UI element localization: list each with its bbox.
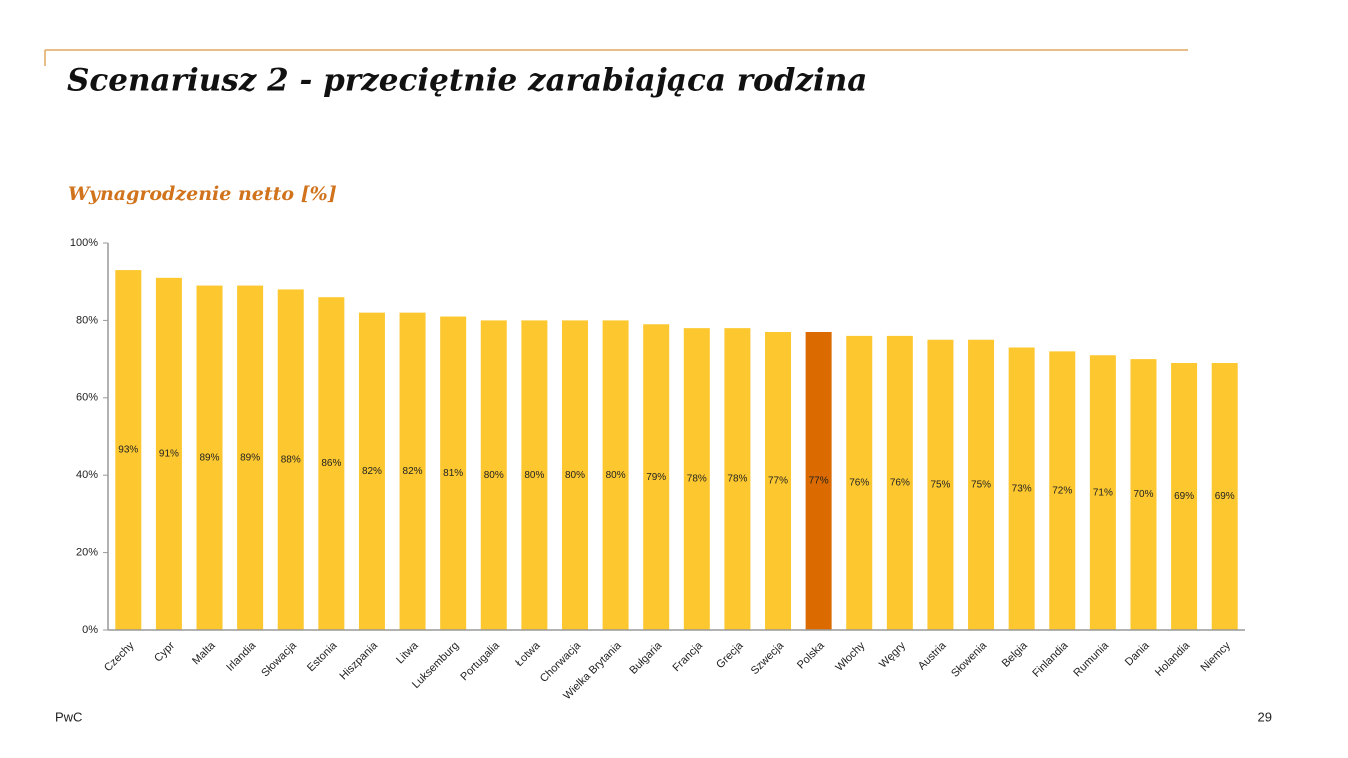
- x-tick-label: Dania: [1123, 639, 1152, 668]
- bar: [643, 324, 670, 630]
- data-label: 91%: [159, 449, 179, 460]
- x-tick-label: Belgia: [1000, 639, 1031, 670]
- bar: [561, 320, 588, 630]
- y-tick-label: 60%: [76, 392, 98, 404]
- x-tick-label: Estonia: [305, 639, 340, 674]
- data-label: 80%: [484, 470, 504, 481]
- data-label: 69%: [1215, 491, 1235, 502]
- bar: [155, 277, 182, 630]
- bar: [805, 332, 832, 630]
- data-label: 82%: [362, 466, 382, 477]
- bar: [358, 312, 385, 630]
- x-tick-label: Austria: [916, 639, 949, 672]
- data-label: 70%: [1133, 489, 1153, 500]
- x-tick-label: Włochy: [833, 639, 867, 673]
- x-tick-label: Słowacja: [259, 639, 299, 679]
- bar: [196, 285, 223, 630]
- x-tick-label: Grecja: [714, 639, 746, 671]
- data-label: 72%: [1052, 485, 1072, 496]
- x-tick-label: Łotwa: [513, 639, 543, 669]
- bar: [115, 270, 142, 630]
- data-label: 81%: [443, 468, 463, 479]
- bar: [683, 328, 710, 630]
- data-label: 89%: [200, 452, 220, 463]
- data-label: 71%: [1093, 487, 1113, 498]
- x-tick-label: Finlandia: [1030, 639, 1071, 680]
- data-label: 88%: [281, 454, 301, 465]
- x-tick-label: Malta: [190, 639, 218, 667]
- y-tick-label: 80%: [76, 314, 98, 326]
- bar: [277, 289, 304, 630]
- data-label: 73%: [1012, 483, 1032, 494]
- y-tick-label: 40%: [76, 469, 98, 481]
- bar: [765, 332, 792, 630]
- x-tick-label: Niemcy: [1198, 639, 1233, 674]
- x-tick-label: Słowenia: [949, 639, 990, 680]
- data-label: 77%: [768, 476, 788, 487]
- y-tick-label: 20%: [76, 547, 98, 559]
- data-label: 75%: [971, 480, 991, 491]
- bar: [1130, 359, 1157, 630]
- data-label: 80%: [565, 470, 585, 481]
- data-label: 75%: [930, 480, 950, 491]
- bar: [724, 328, 751, 630]
- page-number: 29: [1258, 709, 1272, 724]
- bar: [440, 316, 467, 630]
- bar: [602, 320, 629, 630]
- data-label: 89%: [240, 452, 260, 463]
- y-tick-label: 100%: [70, 237, 98, 249]
- bar: [968, 339, 995, 630]
- data-label: 76%: [890, 478, 910, 489]
- chart-title: Wynagrodzenie netto [%]: [68, 183, 337, 205]
- bar: [399, 312, 426, 630]
- x-tick-label: Hiszpania: [337, 639, 380, 682]
- bar: [1171, 362, 1198, 630]
- data-label: 79%: [646, 472, 666, 483]
- x-tick-label: Szwecja: [749, 639, 787, 677]
- data-label: 78%: [727, 474, 747, 485]
- bar: [237, 285, 264, 630]
- data-label: 86%: [321, 458, 341, 469]
- x-tick-label: Irlandia: [224, 639, 259, 674]
- slide-title: Scenariusz 2 - przeciętnie zarabiająca r…: [67, 63, 867, 99]
- data-label: 78%: [687, 474, 707, 485]
- data-label: 93%: [118, 445, 138, 456]
- x-tick-label: Węgry: [877, 639, 908, 670]
- data-label: 69%: [1174, 491, 1194, 502]
- x-tick-label: Portugalia: [458, 639, 502, 683]
- y-tick-label: 0%: [82, 624, 98, 636]
- data-label: 80%: [524, 470, 544, 481]
- bar: [846, 335, 873, 630]
- data-label: 82%: [403, 466, 423, 477]
- x-tick-label: Cypr: [152, 639, 177, 664]
- bar: [1049, 351, 1076, 630]
- x-tick-label: Holandia: [1153, 639, 1193, 679]
- x-tick-label: Polska: [795, 639, 827, 671]
- footer: PwC: [55, 709, 82, 724]
- bar: [1211, 362, 1238, 630]
- x-tick-label: Francja: [671, 639, 706, 674]
- data-label: 77%: [809, 476, 829, 487]
- bar: [480, 320, 507, 630]
- data-label: 80%: [606, 470, 626, 481]
- x-tick-label: Czechy: [102, 639, 137, 674]
- bar: [521, 320, 548, 630]
- bar: [1008, 347, 1035, 630]
- bar: [318, 297, 345, 630]
- x-tick-label: Litwa: [394, 639, 421, 666]
- bar: [886, 335, 913, 630]
- data-label: 76%: [849, 478, 869, 489]
- bar: [927, 339, 954, 630]
- x-tick-label: Rumunia: [1071, 639, 1111, 679]
- x-tick-label: Bułgaria: [627, 639, 665, 677]
- bar: [1089, 355, 1116, 630]
